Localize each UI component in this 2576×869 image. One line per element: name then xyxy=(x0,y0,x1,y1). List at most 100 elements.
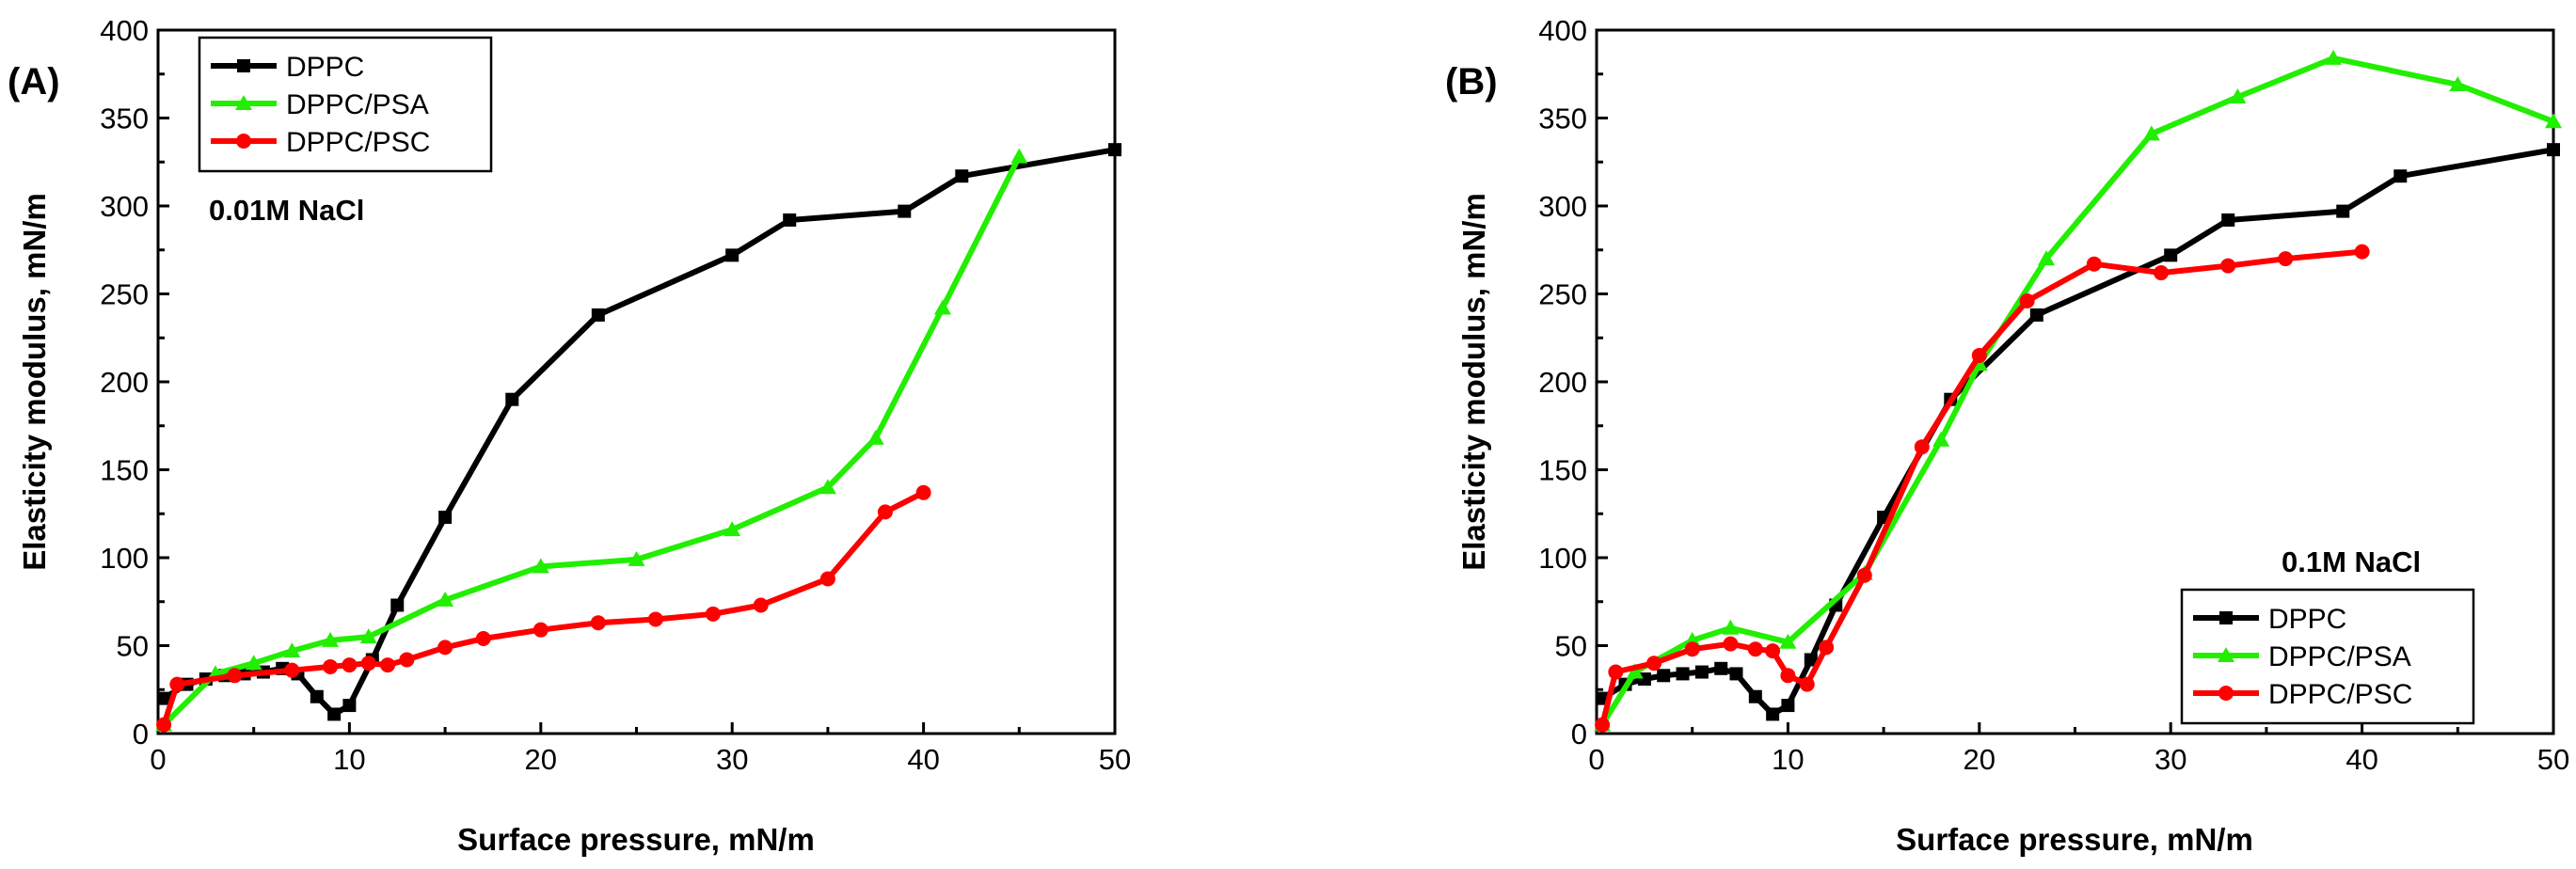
legend-label-dppc: DPPC xyxy=(2268,604,2346,635)
y-tick-label: 250 xyxy=(1538,278,1587,311)
data-point-dppc-psa xyxy=(1932,431,1950,447)
data-point-dppc-psa xyxy=(1722,619,1740,635)
data-point-dppc-psc xyxy=(169,676,185,692)
legend-b: DPPC DPPC/PSA DPPC/PSC xyxy=(2180,588,2475,725)
data-point-dppc xyxy=(2393,169,2408,183)
series-layer-b xyxy=(1594,49,2562,733)
data-point-dppc-psa xyxy=(2142,125,2160,141)
data-point-dppc-psc xyxy=(284,662,300,678)
data-point-dppc-psc xyxy=(1646,656,1662,672)
data-point-dppc-psc xyxy=(1819,640,1835,656)
data-point-dppc xyxy=(342,699,357,713)
x-tick-label: 0 xyxy=(1588,743,1604,776)
chart-panel-a: (A) Elasticity modulus, mN/m Surface pre… xyxy=(8,14,1131,857)
data-point-dppc-psc xyxy=(2220,258,2236,274)
data-point-dppc xyxy=(1781,699,1795,713)
x-tick-label: 30 xyxy=(2155,743,2186,776)
data-point-dppc xyxy=(2221,213,2235,227)
data-point-dppc-psc xyxy=(2278,251,2294,267)
y-tick-label: 350 xyxy=(1538,103,1587,135)
data-point-dppc xyxy=(157,691,171,705)
data-point-dppc xyxy=(2164,248,2178,262)
panel-label-b: (B) xyxy=(1445,61,1498,103)
data-point-dppc-psc xyxy=(342,657,358,673)
data-point-dppc xyxy=(1804,653,1818,667)
data-point-dppc-psc xyxy=(1684,641,1700,657)
y-tick-label: 100 xyxy=(100,542,149,575)
data-point-dppc-psa xyxy=(2449,75,2467,91)
data-point-dppc-psc xyxy=(753,597,769,613)
data-point-dppc-psa xyxy=(2545,113,2562,129)
axis-ticks-b: 0 10 20 30 40 50 0 50 100 150 200 250 300 350 400 xyxy=(1538,14,2569,776)
data-point-dppc-psc xyxy=(360,656,376,672)
y-tick-label: 100 xyxy=(1538,542,1587,575)
legend-marker-dppc-psa xyxy=(235,95,252,110)
axis-ticks-a: 0 10 20 30 40 50 0 50 100 150 200 250 300 350 400 xyxy=(100,14,1131,776)
y-axis-title-a: Elasticity modulus, mN/m xyxy=(17,193,52,571)
legend-label-dppc-psc: DPPC/PSC xyxy=(2268,679,2412,710)
data-point-dppc-psc xyxy=(1914,439,1930,455)
series-line-dppc-psa xyxy=(161,155,1022,727)
data-point-dppc-psc xyxy=(705,606,721,622)
x-tick-label: 20 xyxy=(1964,743,1996,776)
data-point-dppc-psa xyxy=(283,642,301,658)
data-point-dppc xyxy=(1657,669,1671,683)
data-point-dppc-psc xyxy=(475,631,491,647)
data-point-dppc-psc xyxy=(915,484,931,500)
data-point-dppc-psa xyxy=(867,429,884,445)
data-point-dppc-psc xyxy=(2354,244,2370,260)
data-point-dppc xyxy=(310,689,324,703)
data-point-dppc xyxy=(2547,143,2560,157)
data-point-dppc-psc xyxy=(1595,717,1611,733)
series-line-dppc xyxy=(162,147,1116,718)
data-point-dppc-psc xyxy=(1747,641,1763,657)
data-point-dppc-psc xyxy=(1780,668,1796,684)
legend-marker-dppc xyxy=(2219,611,2233,624)
data-point-dppc-psc xyxy=(647,611,663,627)
data-point-dppc xyxy=(1748,689,1762,703)
x-tick-label: 30 xyxy=(716,743,748,776)
data-point-dppc-psa xyxy=(532,558,549,574)
data-point-dppc xyxy=(783,213,797,227)
x-tick-label: 0 xyxy=(150,743,166,776)
x-axis-title-b: Surface pressure, mN/m xyxy=(1896,822,2253,857)
data-point-dppc-psa xyxy=(724,521,741,537)
data-point-dppc xyxy=(505,392,519,406)
data-point-dppc xyxy=(1108,143,1121,157)
data-point-dppc xyxy=(725,248,739,262)
x-tick-label: 40 xyxy=(2345,743,2377,776)
y-tick-label: 400 xyxy=(1538,14,1587,47)
x-tick-label: 50 xyxy=(1099,743,1131,776)
data-point-dppc-psc xyxy=(1799,676,1815,692)
y-tick-label: 0 xyxy=(133,718,149,750)
data-point-dppc-psa xyxy=(322,631,340,647)
y-tick-label: 300 xyxy=(1538,190,1587,223)
data-point-dppc-psc xyxy=(533,622,549,638)
y-axis-title-b: Elasticity modulus, mN/m xyxy=(1456,193,1491,571)
series-line-dppc-psc xyxy=(161,490,925,726)
y-tick-label: 50 xyxy=(117,630,149,663)
x-tick-label: 40 xyxy=(907,743,939,776)
data-point-dppc xyxy=(1766,707,1780,721)
annotation-a: 0.01M NaCl xyxy=(209,194,364,227)
y-tick-label: 300 xyxy=(100,190,149,223)
x-tick-label: 50 xyxy=(2537,743,2569,776)
data-point-dppc-psc xyxy=(2019,292,2035,308)
y-tick-label: 50 xyxy=(1555,630,1587,663)
data-point-dppc-psc xyxy=(1723,636,1739,652)
data-point-dppc-psa xyxy=(819,479,836,495)
y-tick-label: 200 xyxy=(100,366,149,399)
legend-label-dppc-psc: DPPC/PSC xyxy=(286,127,430,158)
data-point-dppc-psc xyxy=(323,658,339,674)
data-point-dppc xyxy=(591,308,605,322)
y-tick-label: 200 xyxy=(1538,366,1587,399)
data-point-dppc-psa xyxy=(437,591,454,607)
legend-marker-dppc-psc xyxy=(236,134,251,149)
series-layer-a xyxy=(155,143,1121,733)
data-point-dppc-psa xyxy=(2325,49,2343,65)
data-point-dppc-psc xyxy=(156,717,172,733)
legend-label-dppc-psa: DPPC/PSA xyxy=(286,89,429,120)
legend-label-dppc: DPPC xyxy=(286,52,364,83)
data-point-dppc-psc xyxy=(819,571,835,587)
data-point-dppc xyxy=(2336,204,2350,218)
